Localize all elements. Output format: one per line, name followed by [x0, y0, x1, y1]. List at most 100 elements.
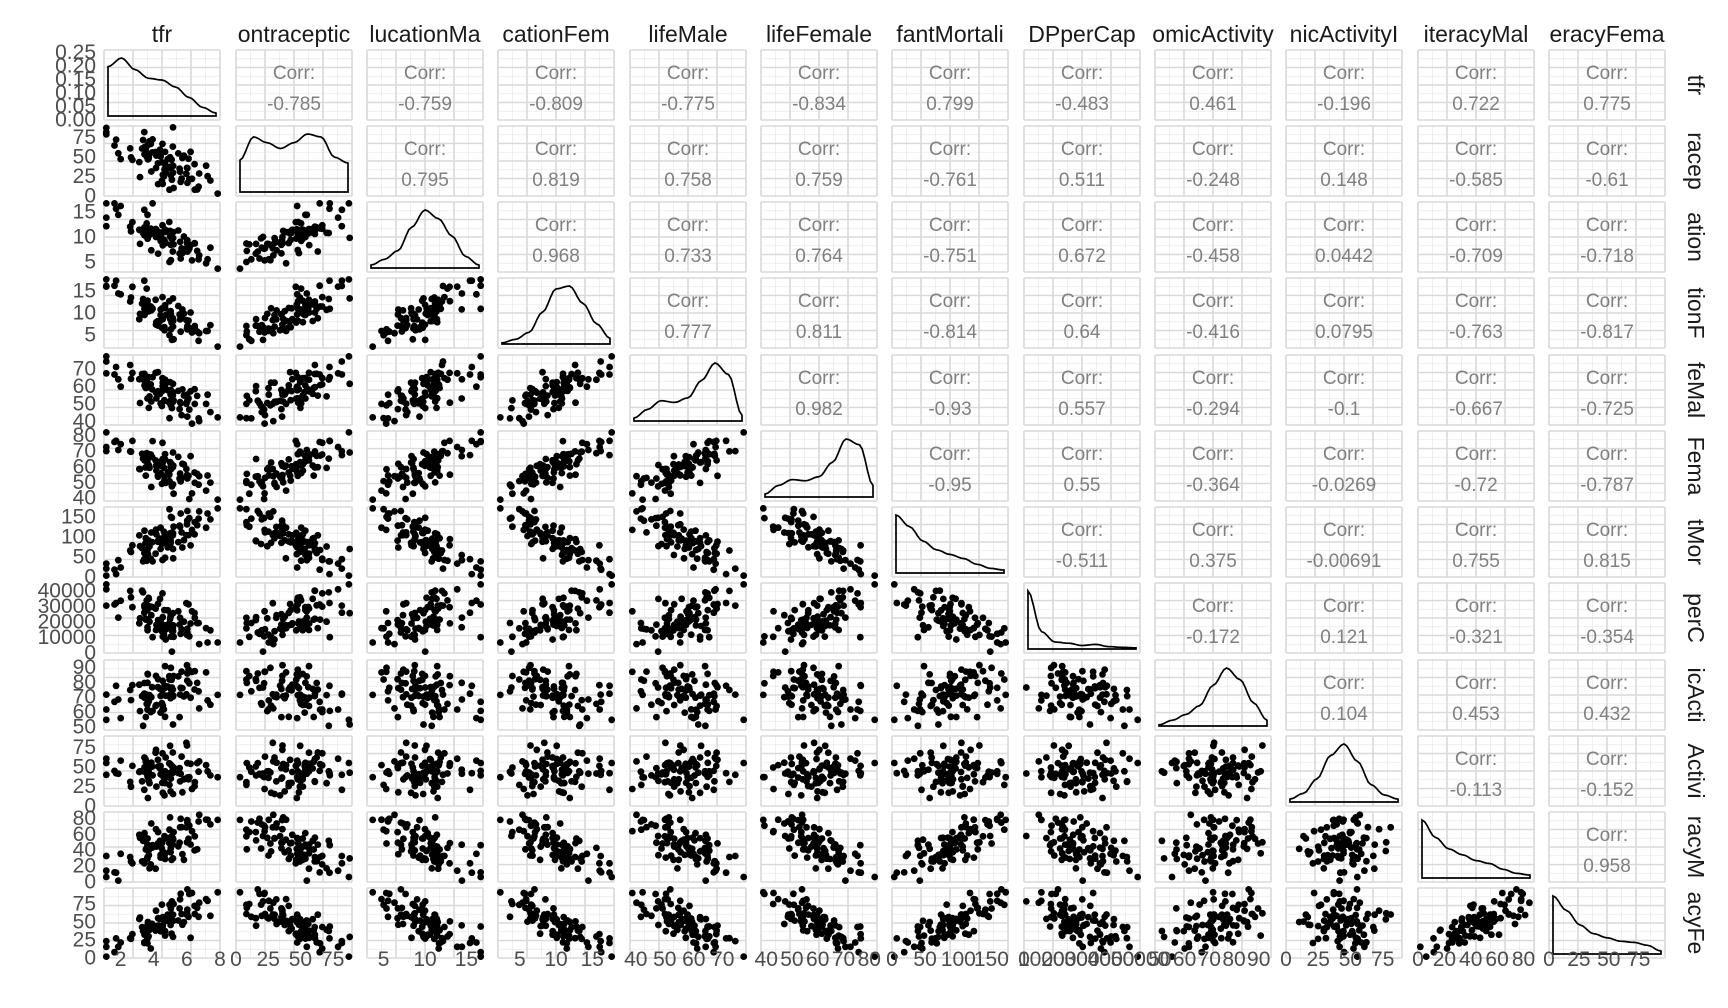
- scatter-point: [187, 309, 195, 316]
- corr-label: Corr:: [1455, 368, 1497, 389]
- scatter-point: [411, 379, 419, 387]
- scatter-point: [403, 701, 411, 709]
- scatter-point: [416, 539, 424, 546]
- scatter-point: [506, 818, 514, 825]
- scatter-point: [553, 841, 561, 848]
- scatter-point: [1072, 788, 1080, 796]
- scatter-point: [195, 508, 203, 515]
- scatter-point: [293, 225, 301, 233]
- scatter-point: [297, 469, 305, 477]
- scatter-point: [1259, 742, 1266, 749]
- scatter-point: [345, 276, 353, 283]
- scatter-point: [282, 554, 290, 562]
- scatter-point: [154, 675, 162, 683]
- corr-value: 0.777: [664, 322, 712, 343]
- scatter-point: [444, 700, 451, 708]
- scatter-point: [176, 470, 184, 477]
- scatter-point: [288, 768, 296, 776]
- scatter-point: [1233, 774, 1241, 781]
- scatter-point: [926, 845, 934, 853]
- scatter-point: [432, 769, 440, 777]
- scatter-point: [204, 472, 212, 479]
- scatter-point: [187, 841, 195, 848]
- scatter-point: [369, 816, 377, 824]
- scatter-point: [318, 555, 326, 563]
- scatter-point: [468, 869, 476, 877]
- scatter-point: [102, 560, 110, 567]
- scatter-point: [176, 778, 184, 785]
- scatter-point: [578, 448, 586, 456]
- scatter-point: [269, 531, 277, 539]
- scatter-point: [410, 778, 418, 786]
- scatter-point: [993, 697, 1001, 704]
- scatter-point: [397, 314, 405, 322]
- scatter-point: [670, 551, 678, 559]
- scatter-point: [148, 683, 156, 691]
- scatter-point: [542, 479, 550, 486]
- scatter-point: [318, 708, 326, 716]
- corr-label: Corr:: [1455, 291, 1497, 312]
- scatter-point: [527, 495, 535, 503]
- scatter-point: [183, 465, 190, 473]
- scatter-point: [207, 321, 214, 329]
- scatter-point: [1222, 756, 1230, 764]
- scatter-point: [325, 837, 333, 845]
- panel-5-6: Corr:-0.95: [891, 430, 1009, 502]
- scatter-point: [949, 763, 956, 770]
- scatter-point: [446, 681, 453, 689]
- scatter-point: [661, 479, 669, 487]
- scatter-point: [169, 248, 177, 255]
- panel-3-2: [366, 276, 485, 350]
- scatter-point: [1067, 701, 1074, 709]
- panel-6-9: Corr:-0.00691: [1285, 506, 1403, 578]
- scatter-point: [453, 755, 461, 763]
- scatter-point: [531, 778, 538, 786]
- scatter-point: [702, 877, 710, 884]
- scatter-point: [787, 534, 795, 542]
- scatter-point: [633, 640, 640, 648]
- panel-2-8: Corr:-0.458: [1154, 201, 1272, 273]
- scatter-point: [596, 541, 603, 549]
- scatter-point: [526, 706, 534, 713]
- scatter-point: [157, 311, 165, 319]
- scatter-point: [102, 369, 110, 377]
- scatter-point: [168, 176, 176, 184]
- panel-2-3: Corr:0.968: [497, 201, 615, 273]
- scatter-point: [930, 783, 937, 791]
- scatter-point: [468, 363, 476, 371]
- scatter-point: [311, 587, 319, 595]
- scatter-point: [559, 437, 567, 445]
- scatter-point: [565, 701, 573, 708]
- scatter-point: [823, 855, 831, 863]
- corr-label: Corr:: [1455, 139, 1497, 160]
- scatter-point: [871, 716, 879, 724]
- scatter-point: [556, 820, 564, 827]
- scatter-point: [421, 855, 429, 863]
- scatter-point: [1091, 683, 1099, 690]
- scatter-point: [918, 708, 926, 716]
- scatter-point: [521, 510, 529, 517]
- scatter-point: [183, 325, 191, 333]
- scatter-point: [550, 469, 558, 476]
- scatter-point: [114, 149, 122, 157]
- scatter-point: [1080, 772, 1087, 779]
- corr-label: Corr:: [1323, 444, 1365, 465]
- scatter-point: [813, 841, 821, 848]
- corr-value: -0.483: [1055, 94, 1109, 115]
- scatter-point: [158, 699, 166, 707]
- scatter-point: [788, 760, 796, 768]
- scatter-point: [391, 640, 398, 648]
- scatter-point: [325, 589, 333, 596]
- scatter-point: [574, 749, 582, 757]
- density-curve: [633, 362, 743, 422]
- scatter-point: [311, 298, 319, 305]
- scatter-point: [496, 773, 504, 781]
- panel-2-7: Corr:0.672: [1023, 201, 1141, 273]
- scatter-point: [533, 462, 541, 470]
- scatter-point: [596, 603, 603, 611]
- scatter-point: [971, 778, 979, 785]
- scatter-point: [815, 779, 822, 787]
- scatter-point: [281, 536, 289, 544]
- scatter-point: [785, 540, 793, 548]
- scatter-point: [316, 371, 324, 378]
